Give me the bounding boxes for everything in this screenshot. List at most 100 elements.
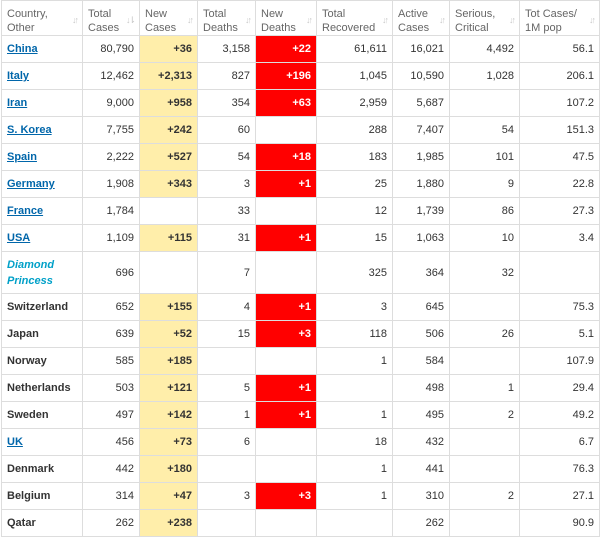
country-link[interactable]: S. Korea [7,124,52,136]
cases-per-million-cell: 90.9 [519,509,600,537]
header-total-deaths[interactable]: Total Deaths ↓↑ [197,0,256,36]
table-row: Qatar 262 +238 262 90.9 [1,509,600,537]
total-deaths-cell: 3 [197,170,256,198]
table-row: Spain 2,222 +527 54 +18 183 1,985 101 47.5 [1,143,600,171]
cases-per-million-cell: 6.7 [519,428,600,456]
table-row: S. Korea 7,755 +242 60 288 7,407 54 151.3 [1,116,600,144]
table-row: Belgium 314 +47 3 +3 1 310 2 27.1 [1,482,600,510]
active-cases-cell: 584 [392,347,450,375]
table-row: USA 1,109 +115 31 +1 15 1,063 10 3.4 [1,224,600,252]
new-cases-cell: +343 [139,170,198,198]
total-deaths-cell: 3 [197,482,256,510]
country-link[interactable]: Iran [7,97,28,109]
active-cases-cell: 1,739 [392,197,450,225]
sort-icon[interactable]: ↓↑ [72,15,79,25]
table-row: UK 456 +73 6 18 432 6.7 [1,428,600,456]
country-link[interactable]: USA [7,232,31,244]
country-link[interactable]: Italy [7,70,30,82]
sort-icon[interactable]: ↓↑ [382,15,389,25]
new-cases-cell: +2,313 [139,62,198,90]
sort-icon[interactable]: ↓↑ [509,15,516,25]
country-link[interactable]: France [7,205,44,217]
header-country[interactable]: Country, Other ↓↑ [1,0,83,36]
total-recovered-cell: 25 [316,170,393,198]
country-link[interactable]: UK [7,436,23,448]
sort-icon[interactable]: ↓↑ [439,15,446,25]
total-recovered-cell: 15 [316,224,393,252]
sort-icon[interactable]: ↓↑ [187,15,194,25]
total-deaths-cell [197,509,256,537]
country-cell: Belgium [1,482,83,510]
country-label: Norway [7,355,47,367]
header-serious-critical[interactable]: Serious, Critical ↓↑ [449,0,520,36]
country-cell: Spain [1,143,83,171]
total-recovered-cell: 18 [316,428,393,456]
country-label: Belgium [7,490,51,502]
table-row: Italy 12,462 +2,313 827 +196 1,045 10,590 1,028… [1,62,600,90]
country-link[interactable]: Spain [7,151,37,163]
total-cases-cell: 12,462 [82,62,140,90]
total-deaths-cell: 15 [197,320,256,348]
total-recovered-cell: 1 [316,455,393,483]
active-cases-cell: 498 [392,374,450,402]
cases-per-million-cell: 76.3 [519,455,600,483]
sort-icon[interactable]: ↓↑ [245,15,252,25]
sort-icon[interactable]: ↓↑ [306,15,313,25]
active-cases-cell: 262 [392,509,450,537]
total-recovered-cell: 1,045 [316,62,393,90]
header-total-recovered[interactable]: Total Recovered ↓↑ [316,0,393,36]
cases-per-million-cell: 151.3 [519,116,600,144]
total-recovered-cell: 1 [316,482,393,510]
serious-critical-cell: 4,492 [449,35,520,63]
table-row: Norway 585 +185 1 584 107.9 [1,347,600,375]
total-recovered-cell: 61,611 [316,35,393,63]
active-cases-cell: 7,407 [392,116,450,144]
serious-critical-cell [449,89,520,117]
total-deaths-cell [197,455,256,483]
total-cases-cell: 2,222 [82,143,140,171]
country-cell: Italy [1,62,83,90]
header-active-cases[interactable]: Active Cases ↓↑ [392,0,450,36]
new-cases-cell: +180 [139,455,198,483]
active-cases-cell: 495 [392,401,450,429]
header-cases-per-million[interactable]: Tot Cases/1M pop ↓↑ [519,0,600,36]
header-new-deaths[interactable]: New Deaths ↓↑ [255,0,317,36]
cases-per-million-cell: 3.4 [519,224,600,252]
new-cases-cell: +185 [139,347,198,375]
serious-critical-cell [449,428,520,456]
total-recovered-cell: 2,959 [316,89,393,117]
cases-per-million-cell: 107.9 [519,347,600,375]
header-total-cases[interactable]: Total Cases ↓⇂ [82,0,140,36]
country-link[interactable]: Germany [7,178,55,190]
sort-icon[interactable]: ↓↑ [589,15,596,25]
country-cell: USA [1,224,83,252]
new-deaths-cell [255,251,317,294]
new-cases-cell: +52 [139,320,198,348]
cases-per-million-cell: 206.1 [519,62,600,90]
country-cell: S. Korea [1,116,83,144]
total-deaths-cell [197,347,256,375]
new-deaths-cell [255,428,317,456]
total-recovered-cell: 3 [316,293,393,321]
cases-per-million-cell [519,251,600,294]
total-deaths-cell: 5 [197,374,256,402]
active-cases-cell: 16,021 [392,35,450,63]
total-cases-cell: 7,755 [82,116,140,144]
country-link[interactable]: China [7,43,38,55]
active-cases-cell: 1,063 [392,224,450,252]
country-label: Diamond Princess [7,258,55,287]
serious-critical-cell: 54 [449,116,520,144]
total-recovered-cell: 288 [316,116,393,144]
serious-critical-cell [449,293,520,321]
new-deaths-cell: +63 [255,89,317,117]
active-cases-cell: 1,985 [392,143,450,171]
total-deaths-cell: 60 [197,116,256,144]
header-new-cases[interactable]: New Cases ↓↑ [139,0,198,36]
serious-critical-cell: 1,028 [449,62,520,90]
new-deaths-cell [255,455,317,483]
country-label: Qatar [7,517,36,529]
country-cell: UK [1,428,83,456]
total-cases-cell: 1,908 [82,170,140,198]
new-deaths-cell: +22 [255,35,317,63]
sort-desc-icon[interactable]: ↓⇂ [125,15,136,25]
